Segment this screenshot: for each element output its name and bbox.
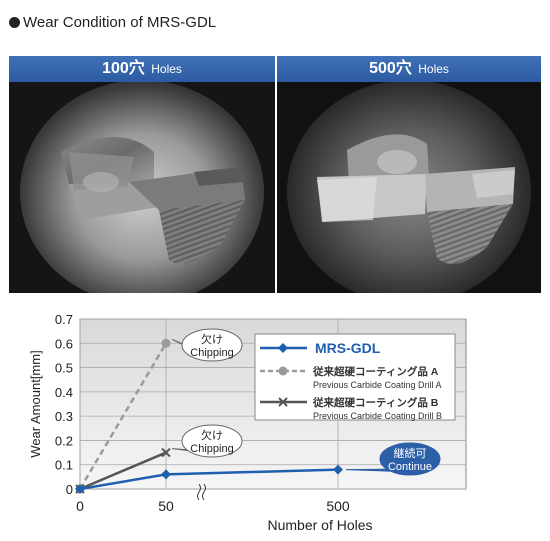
legend-label: 従来超硬コーティング品 A — [312, 365, 439, 378]
drill-photo-500 — [277, 82, 541, 293]
photo-header-500: 500穴 Holes — [277, 56, 541, 82]
callout-bubble — [181, 424, 243, 458]
drill-photo-100 — [9, 82, 275, 293]
wear-chart: 0 0.1 0.2 0.3 0.4 0.5 0.6 0.7 0 50 500 Number of Ho… — [28, 312, 467, 533]
y-tick-label: 0.7 — [55, 312, 73, 327]
point-marker-x — [278, 397, 288, 407]
photo-unit-label: Holes — [151, 62, 182, 76]
point-marker-x — [161, 447, 171, 458]
series-line — [78, 342, 168, 490]
legend-sublabel: Previous Carbide Coating Drill B — [313, 411, 442, 421]
y-tick-label: 0.4 — [55, 385, 73, 400]
chart-title-text: Wear Condition of MRS-GDL — [23, 14, 217, 31]
photo-count-label: 500穴 — [369, 60, 412, 77]
callout-bubble — [181, 328, 243, 362]
photo-unit-label: Holes — [418, 62, 449, 76]
y-tick-label: 0.1 — [55, 458, 73, 473]
axis-break-mark — [202, 483, 206, 501]
bullet-icon — [9, 17, 20, 28]
point-marker-diamond — [333, 464, 343, 475]
y-axis-title: Wear Amount[mm] — [28, 350, 43, 457]
callout-line1: 欠け — [201, 332, 223, 346]
photo-count-label: 100穴 — [102, 60, 145, 77]
point-marker-diamond — [278, 343, 288, 353]
y-tick-label: 0 — [66, 482, 73, 497]
y-tick-label: 0.3 — [55, 409, 73, 424]
x-axis-title: Number of Holes — [267, 517, 372, 533]
callout-line2: Chipping — [190, 443, 233, 455]
x-tick-label: 500 — [326, 498, 350, 514]
legend-label: 従来超硬コーティング品 B — [312, 396, 439, 409]
legend-label: MRS-GDL — [315, 340, 381, 356]
photo-panel-500: 500穴 Holes — [277, 56, 541, 293]
point-marker-circle — [278, 366, 288, 376]
point-marker-diamond — [161, 469, 171, 480]
photo-header-100: 100穴 Holes — [9, 56, 275, 82]
point-marker-circle — [161, 338, 171, 348]
callout-line2: Continue — [388, 461, 432, 473]
callout-line2: Chipping — [190, 347, 233, 359]
chart-title: Wear Condition of MRS-GDL — [9, 14, 216, 31]
axis-break-mark — [197, 483, 201, 501]
x-tick-label: 0 — [76, 498, 84, 514]
x-tick-label: 50 — [158, 498, 174, 514]
series-line — [79, 451, 167, 491]
y-tick-label: 0.2 — [55, 433, 73, 448]
callout-line1: 欠け — [201, 428, 223, 442]
point-marker-diamond — [75, 484, 85, 494]
callout-bubble — [379, 442, 441, 476]
callout-line1: 継続可 — [394, 446, 427, 460]
y-tick-label: 0.6 — [55, 336, 73, 351]
photo-panel-100: 100穴 Holes — [9, 56, 275, 293]
y-tick-label: 0.5 — [55, 361, 73, 376]
legend-sublabel: Previous Carbide Coating Drill A — [313, 380, 442, 390]
